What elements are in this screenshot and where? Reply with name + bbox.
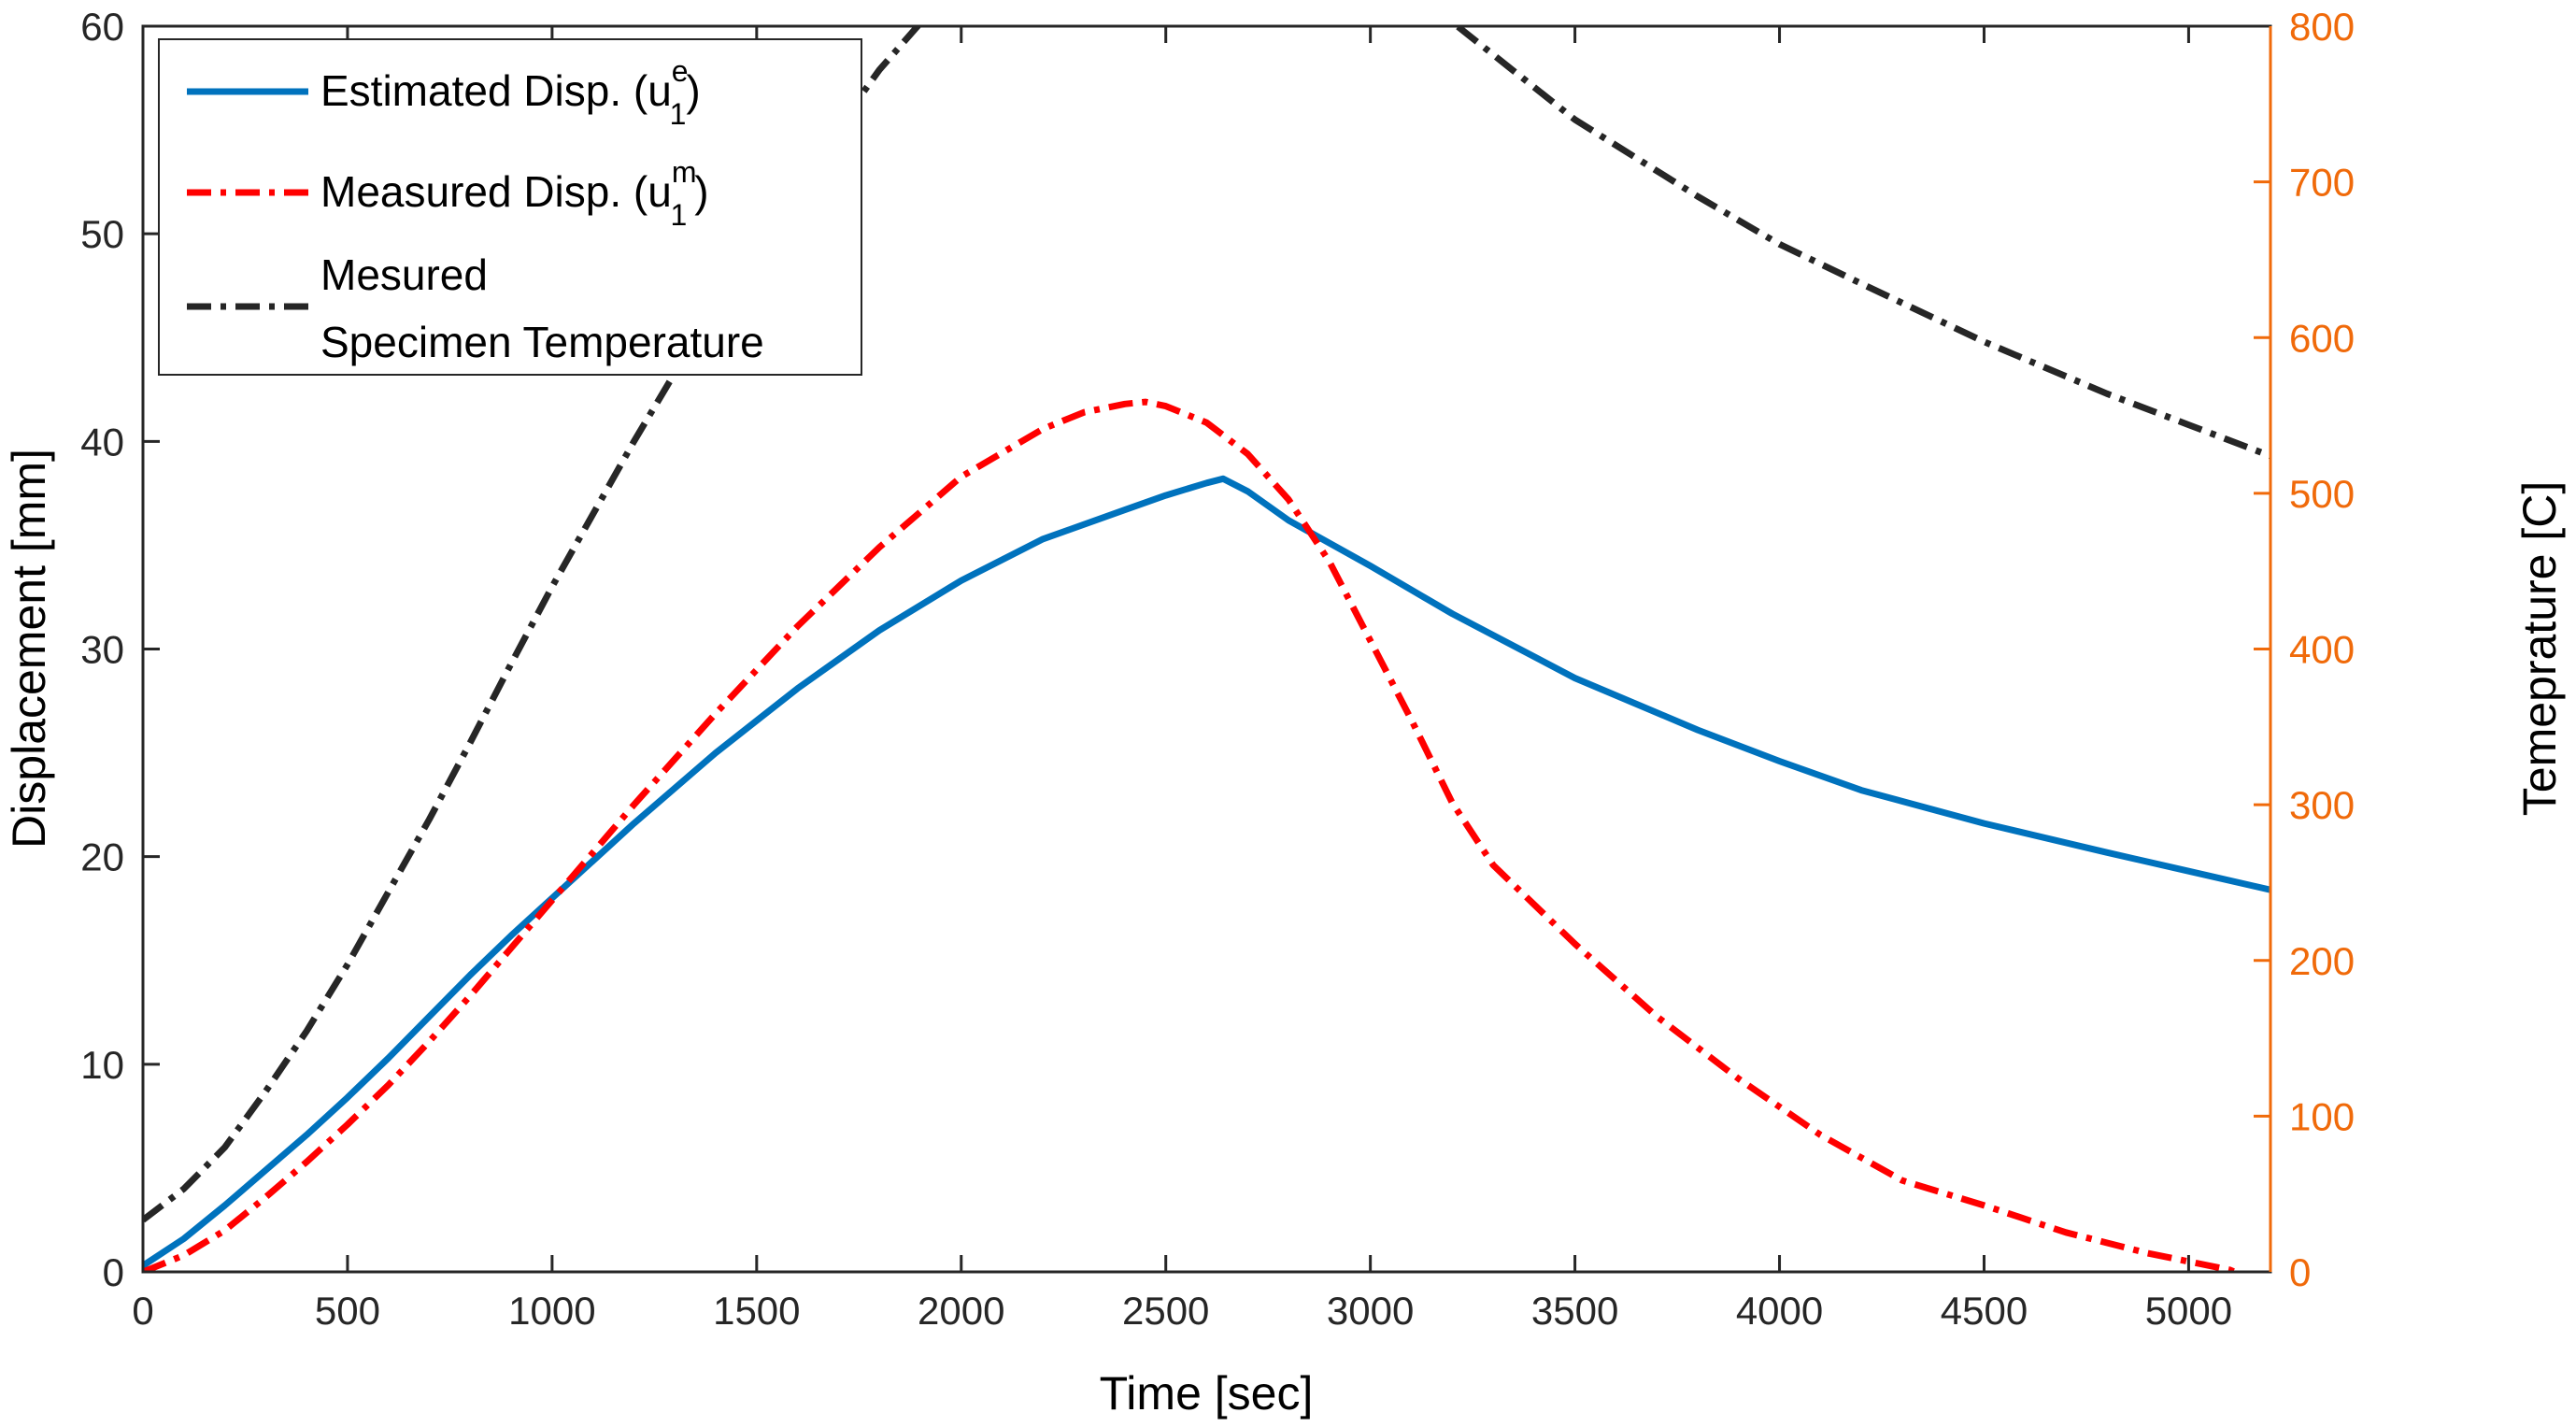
x-tick-label: 2000 <box>918 1289 1004 1333</box>
series-specimen-temperature <box>143 26 2270 1223</box>
series-line-specimen-temperature <box>143 26 2270 1223</box>
y-right-tick-label: 100 <box>2289 1094 2355 1138</box>
y-axis-right-label: Temeprature [C] <box>2513 481 2566 816</box>
y-left-tick-label: 10 <box>80 1043 124 1087</box>
x-tick-label: 3500 <box>1531 1289 1618 1333</box>
x-tick-label: 5000 <box>2145 1289 2232 1333</box>
y-left-tick-label: 50 <box>80 212 124 256</box>
x-tick-label: 500 <box>315 1289 380 1333</box>
x-tick-label: 3000 <box>1327 1289 1414 1333</box>
legend-box <box>158 38 862 376</box>
x-tick-label: 1500 <box>713 1289 800 1333</box>
legend: Estimated Disp. (ue 1) Measured Disp. (um… <box>158 38 862 376</box>
legend-label-measured: Measured Disp. (um 1) <box>320 155 709 232</box>
y-right-tick-label: 500 <box>2289 472 2355 516</box>
x-axis-label: Time [sec] <box>1100 1367 1314 1420</box>
y-right-tick-label: 800 <box>2289 5 2355 49</box>
y-right-tick-label: 700 <box>2289 161 2355 205</box>
series-line-measured-disp <box>143 398 2243 1272</box>
y-right-tick-label: 0 <box>2289 1250 2311 1294</box>
x-tick-label: 0 <box>132 1289 153 1333</box>
y-left-tick-label: 20 <box>80 835 124 879</box>
series-estimated-disp <box>143 475 2270 1269</box>
y-right-tick-label: 600 <box>2289 316 2355 360</box>
legend-label-estimated: Estimated Disp. (ue 1) <box>320 54 701 131</box>
x-tick-label: 4000 <box>1736 1289 1823 1333</box>
legend-label-temperature-line2: Specimen Temperature <box>320 318 764 366</box>
series-measured-disp <box>143 398 2243 1272</box>
y-right-tick-label: 400 <box>2289 628 2355 672</box>
x-tick-label: 2500 <box>1122 1289 1209 1333</box>
y-right-tick-label: 200 <box>2289 939 2355 983</box>
legend-label-temperature-line1: Mesured <box>320 250 488 299</box>
y-left-tick-label: 40 <box>80 420 124 464</box>
ticks-layer: 0 500 1000 1500 2000 2500 3000 3500 4000 4500 5000… <box>80 5 2355 1333</box>
y-right-tick-label: 300 <box>2289 783 2355 827</box>
y-axis-left-label: Displacement [mm] <box>3 449 55 849</box>
y-left-tick-label: 60 <box>80 5 124 49</box>
x-tick-label: 1000 <box>508 1289 595 1333</box>
y-left-tick-label: 0 <box>103 1250 124 1294</box>
series-layer <box>143 26 2270 1272</box>
x-tick-label: 4500 <box>1941 1289 2028 1333</box>
series-line-estimated-disp <box>143 475 2270 1269</box>
y-left-tick-label: 30 <box>80 628 124 672</box>
